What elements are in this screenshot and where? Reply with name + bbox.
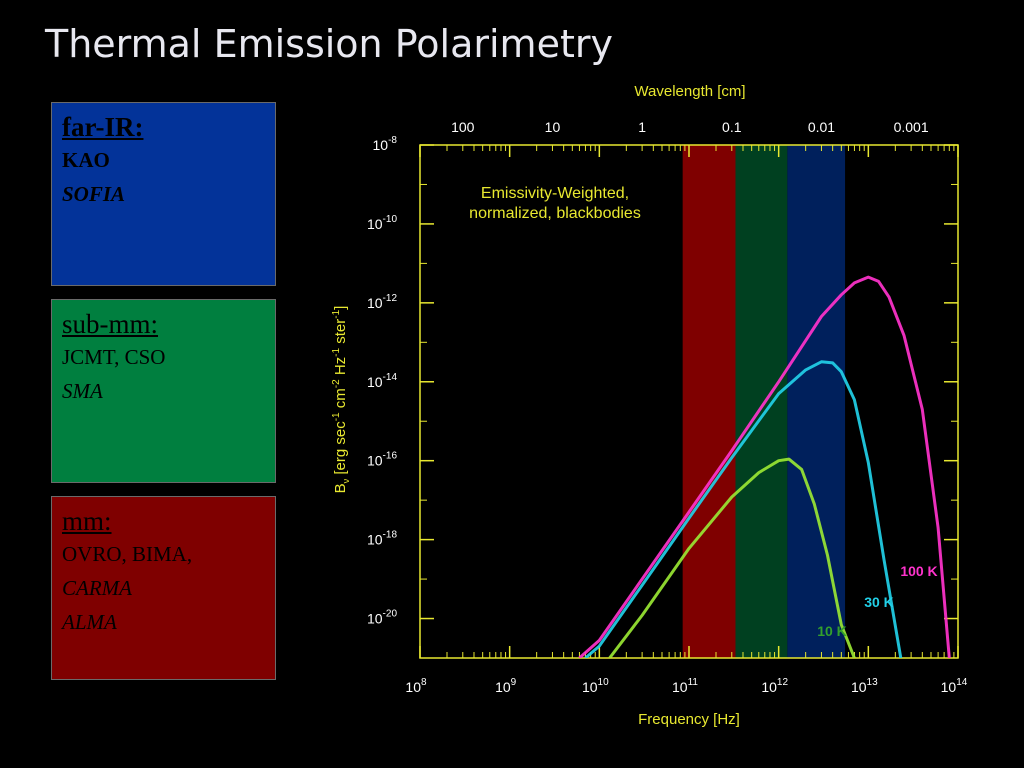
- chart-annotation-line: Emissivity-Weighted,: [481, 185, 629, 202]
- panel-mm-heading: mm:: [62, 506, 112, 536]
- panel-sub-mm: sub-mm: JCMT, CSO SMA: [51, 299, 276, 483]
- panel-far-ir-line-kao: KAO: [62, 148, 110, 172]
- y-tick-label: 10-12: [367, 293, 397, 311]
- x2-axis-label: Wavelength [cm]: [634, 83, 745, 100]
- x-tick-label: 108: [405, 677, 427, 695]
- x2-tick-label: 0.01: [808, 119, 835, 135]
- panel-mm-line-alma: ALMA: [62, 610, 117, 634]
- panel-mm-line-carma: CARMA: [62, 576, 132, 600]
- band-far-ir: [787, 145, 846, 658]
- band-mm: [682, 145, 736, 658]
- panel-mm: mm: OVRO, BIMA, CARMA ALMA: [51, 496, 276, 680]
- x-axis-label: Frequency [Hz]: [638, 711, 740, 728]
- x2-tick-label: 1: [638, 119, 646, 135]
- chart-annotation-line: normalized, blackbodies: [469, 205, 641, 222]
- x2-tick-label: 0.001: [894, 119, 929, 135]
- y-tick-label: 10-10: [367, 214, 397, 232]
- series-label-100-k: 100 K: [900, 563, 937, 579]
- y-tick-label: 10-16: [367, 451, 397, 469]
- series-line-30-k: [584, 360, 903, 658]
- y-tick-label: 10-20: [367, 609, 397, 627]
- slide-title: Thermal Emission Polarimetry: [45, 22, 613, 66]
- series-label-10-k: 10 K: [817, 623, 847, 639]
- x2-tick-label: 0.1: [722, 119, 742, 135]
- panel-mm-line-ovro-bima: OVRO, BIMA,: [62, 542, 193, 566]
- series-line-10-k: [608, 457, 856, 658]
- series-line-100-k: [578, 275, 951, 658]
- panel-far-ir: far-IR: KAO SOFIA: [51, 102, 276, 286]
- x-tick-label: 109: [495, 677, 517, 695]
- x-tick-label: 1012: [761, 677, 788, 695]
- panel-sub-mm-line-sma: SMA: [62, 379, 103, 403]
- x-tick-label: 1014: [941, 677, 968, 695]
- y-tick-label: 10-8: [373, 135, 398, 153]
- band-sub-mm: [735, 145, 788, 658]
- x-minor-ticks: [446, 145, 955, 658]
- x-tick-label: 1011: [672, 677, 698, 695]
- y-tick-label: 10-14: [367, 372, 397, 390]
- x-tick-label: 1010: [582, 677, 609, 695]
- panel-sub-mm-heading: sub-mm:: [62, 309, 159, 339]
- series-label-30-k: 30 K: [864, 594, 894, 610]
- x2-tick-label: 10: [545, 119, 561, 135]
- x-tick-label: 1013: [851, 677, 878, 695]
- y-axis-label: Bν [erg sec-1 cm-2 Hz-1 ster-1]: [331, 306, 351, 494]
- panel-far-ir-heading: far-IR:: [62, 112, 144, 142]
- y-tick-label: 10-18: [367, 530, 397, 548]
- panel-sub-mm-line-jcmt-cso: JCMT, CSO: [62, 345, 166, 369]
- x2-tick-label: 100: [451, 119, 475, 135]
- panel-far-ir-line-sofia: SOFIA: [62, 182, 126, 206]
